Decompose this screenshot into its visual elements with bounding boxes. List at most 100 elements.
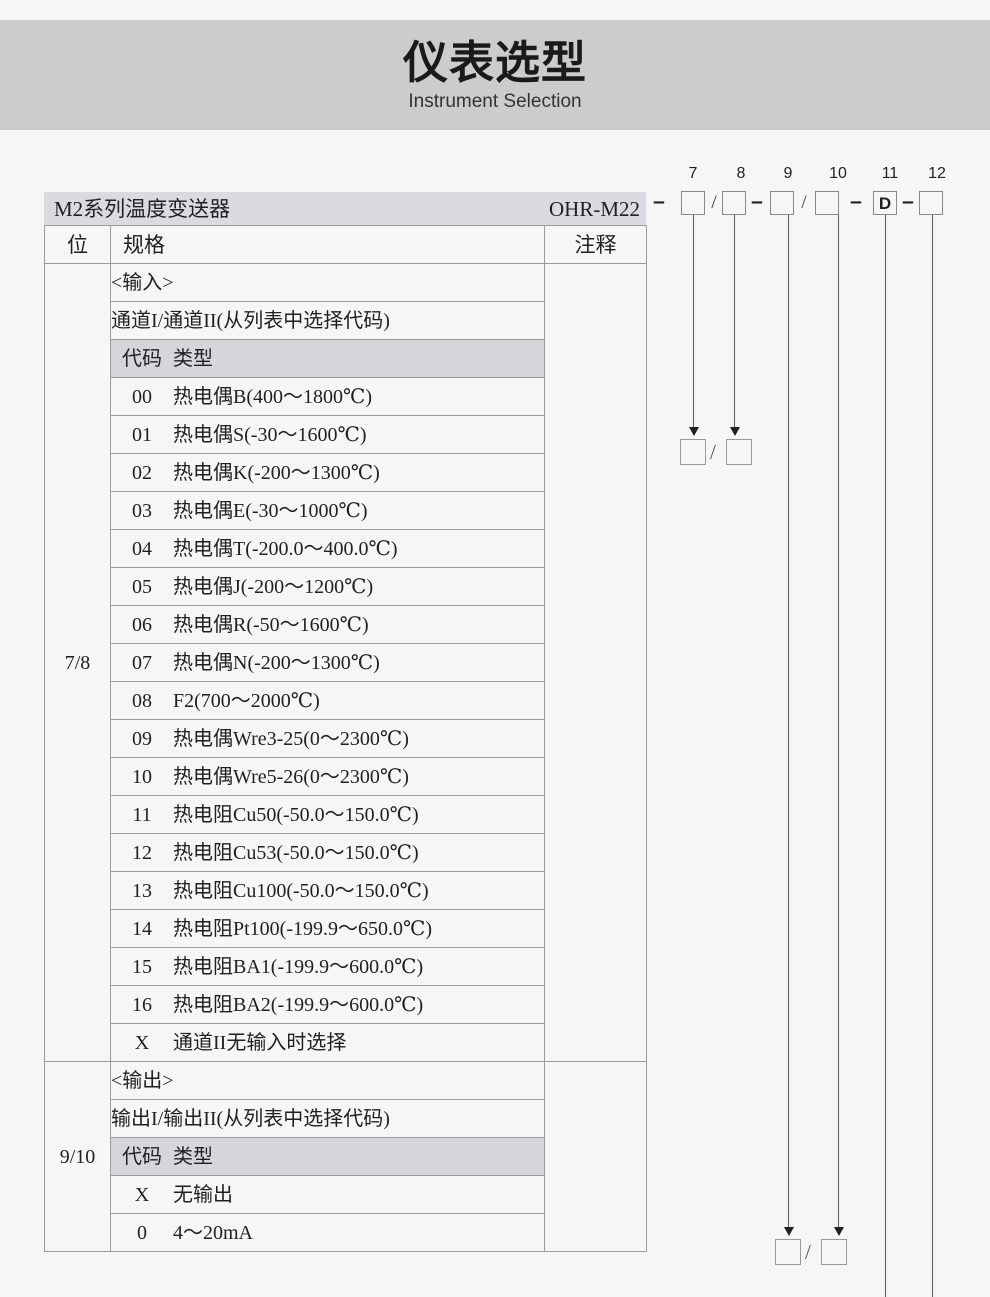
row-code: 02 — [132, 461, 152, 484]
table-header-row: 位 规格 注释 — [44, 225, 647, 264]
row-code: 11 — [132, 803, 152, 826]
table-row: 03 热电偶E(-30～1000℃) — [45, 491, 647, 530]
selection-table-wrap: M2系列温度变送器 OHR-M22 位 规格 注释 7/8 <输入> 通道I/通… — [44, 192, 647, 1252]
spec-row-10: 10 热电偶Wre5-26(0～2300℃) — [110, 757, 545, 796]
row-type: 无输出 — [173, 1183, 233, 1206]
col-header-code: 代码 — [122, 1145, 162, 1168]
spec-row-16: 16 热电阻BA2(-199.9～600.0℃) — [110, 985, 545, 1024]
row-code: 12 — [132, 841, 152, 864]
section-col-headers-input: 代码 类型 — [110, 339, 545, 378]
spec-row-02: 02 热电偶K(-200～1300℃) — [110, 453, 545, 492]
row-type: 热电偶K(-200～1300℃) — [173, 461, 380, 484]
code-number-8: 8 — [736, 165, 746, 182]
table-title-row: M2系列温度变送器 OHR-M22 — [44, 192, 646, 225]
header-note: 注释 — [544, 225, 647, 264]
section-heading-row: 9/10 <输出> — [44, 1061, 647, 1252]
table-row: 13 热电阻Cu100(-50.0～150.0℃) — [45, 871, 647, 910]
row-code: 05 — [132, 575, 152, 598]
code-box-8[interactable] — [722, 191, 746, 215]
spec-row-14: 14 热电阻Pt100(-199.9～650.0℃) — [110, 909, 545, 948]
row-code: X — [134, 1183, 150, 1206]
row-code: 15 — [132, 955, 152, 978]
product-series-name: M2系列温度变送器 — [54, 196, 231, 221]
code-box-11[interactable]: D — [873, 191, 897, 215]
row-code: 09 — [132, 727, 152, 750]
section-subheading-input: 通道I/通道II(从列表中选择代码) — [110, 301, 545, 340]
code-box-9[interactable] — [770, 191, 794, 215]
spec-row-12: 12 热电阻Cu53(-50.0～150.0℃) — [110, 833, 545, 872]
row-code: 08 — [132, 689, 152, 712]
target-box-output-1[interactable] — [775, 1239, 801, 1265]
row-type: F2(700～2000℃) — [173, 689, 320, 712]
row-type: 4～20mA — [173, 1221, 253, 1244]
guide-line-11 — [885, 215, 886, 1297]
col-header-type: 类型 — [173, 1145, 213, 1168]
row-code: X — [134, 1031, 150, 1054]
target-slash-output: / — [805, 1240, 811, 1264]
table-row: 07 热电偶N(-200～1300℃) — [45, 643, 647, 682]
row-code: 10 — [132, 765, 152, 788]
row-code: 13 — [132, 879, 152, 902]
target-box-output-2[interactable] — [821, 1239, 847, 1265]
row-type: 热电阻Cu53(-50.0～150.0℃) — [173, 841, 419, 864]
row-code: 01 — [132, 423, 152, 446]
guide-line-7 — [693, 215, 694, 428]
spec-row-out-x: X 无输出 — [110, 1175, 545, 1214]
section-subheading-row: 通道I/通道II(从列表中选择代码) — [45, 301, 647, 340]
guide-arrow-8 — [730, 427, 740, 436]
row-type: 热电阻Cu50(-50.0～150.0℃) — [173, 803, 419, 826]
spec-row-15: 15 热电阻BA1(-199.9～600.0℃) — [110, 947, 545, 986]
spec-row-05: 05 热电偶J(-200～1200℃) — [110, 567, 545, 606]
table-row: X 无输出 — [45, 1175, 647, 1214]
code-separator-3: / — [801, 192, 807, 213]
code-box-7[interactable] — [681, 191, 705, 215]
col-header-code: 代码 — [122, 347, 162, 370]
section-note-input — [544, 263, 647, 1062]
row-code: 03 — [132, 499, 152, 522]
section-note-output — [544, 1061, 647, 1252]
guide-arrow-10 — [834, 1227, 844, 1236]
row-code: 06 — [132, 613, 152, 636]
code-dash-leading: – — [653, 190, 665, 213]
target-box-input-2[interactable] — [726, 439, 752, 465]
table-row: 04 热电偶T(-200.0～400.0℃) — [45, 529, 647, 568]
target-box-input-1[interactable] — [680, 439, 706, 465]
row-type: 热电偶J(-200～1200℃) — [173, 575, 374, 598]
code-number-10: 10 — [829, 165, 847, 182]
section-heading-input: <输入> — [110, 263, 545, 302]
guide-line-12 — [932, 215, 933, 1297]
spec-row-out-0: 0 4～20mA — [110, 1213, 545, 1252]
col-header-type: 类型 — [173, 347, 213, 370]
code-box-10[interactable] — [815, 191, 839, 215]
spec-row-07: 07 热电偶N(-200～1300℃) — [110, 643, 545, 682]
guide-line-9 — [788, 215, 789, 1228]
table-row: 00 热电偶B(400～1800℃) — [45, 377, 647, 416]
row-code: 00 — [132, 385, 152, 408]
spec-row-01: 01 热电偶S(-30～1600℃) — [110, 415, 545, 454]
code-number-11: 11 — [881, 165, 899, 182]
table-row: 14 热电阻Pt100(-199.9～650.0℃) — [45, 909, 647, 948]
section-subheading-output: 输出I/输出II(从列表中选择代码) — [110, 1099, 545, 1138]
guide-arrow-9 — [784, 1227, 794, 1236]
code-box-12[interactable] — [919, 191, 943, 215]
section-col-header-row: 代码 类型 — [45, 339, 647, 378]
page-banner: 仪表选型 Instrument Selection — [0, 20, 990, 130]
row-type: 热电偶E(-30～1000℃) — [173, 499, 368, 522]
spec-row-06: 06 热电偶R(-50～1600℃) — [110, 605, 545, 644]
spec-row-x: X 通道II无输入时选择 — [110, 1023, 545, 1062]
row-type: 热电阻Cu100(-50.0～150.0℃) — [173, 879, 429, 902]
row-type: 热电偶N(-200～1300℃) — [173, 651, 380, 674]
code-number-12: 12 — [928, 165, 946, 182]
section-heading-row: 7/8 <输入> — [44, 263, 647, 1062]
spec-row-08: 08 F2(700～2000℃) — [110, 681, 545, 720]
guide-arrow-7 — [689, 427, 699, 436]
code-separator-2: – — [751, 190, 763, 213]
table-row: 15 热电阻BA1(-199.9～600.0℃) — [45, 947, 647, 986]
table-row: 12 热电阻Cu53(-50.0～150.0℃) — [45, 833, 647, 872]
row-type: 热电偶T(-200.0～400.0℃) — [173, 537, 398, 560]
spec-row-00: 00 热电偶B(400～1800℃) — [110, 377, 545, 416]
row-type: 热电偶S(-30～1600℃) — [173, 423, 367, 446]
page-subtitle: Instrument Selection — [408, 90, 582, 112]
row-type: 热电阻Pt100(-199.9～650.0℃) — [173, 917, 433, 940]
guide-line-10 — [838, 215, 839, 1228]
